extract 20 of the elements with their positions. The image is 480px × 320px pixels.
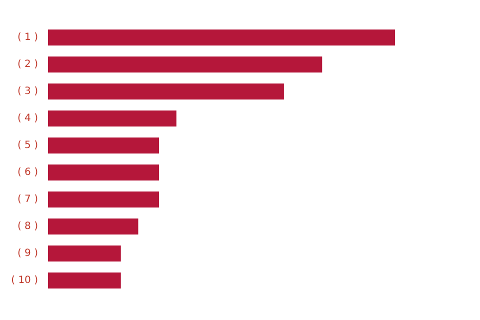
y-tick-label: ( 9 )	[17, 248, 38, 259]
y-tick-label: ( 4 )	[17, 113, 38, 124]
y-tick-label: ( 2 )	[17, 59, 38, 70]
bar	[48, 56, 322, 72]
y-tick-label: ( 6 )	[17, 167, 38, 178]
y-tick-label: ( 1 )	[17, 32, 38, 43]
bar	[48, 84, 284, 100]
bar	[48, 246, 121, 262]
bar	[48, 192, 160, 208]
bar	[48, 272, 121, 288]
bar	[48, 164, 160, 180]
bar	[48, 30, 395, 46]
y-tick-label: ( 7 )	[17, 194, 38, 205]
bar	[48, 138, 160, 154]
y-tick-label: ( 3 )	[17, 86, 38, 97]
bar	[48, 218, 138, 234]
y-tick-label: ( 8 )	[17, 221, 38, 232]
y-tick-label: ( 10 )	[11, 275, 38, 286]
y-tick-label: ( 5 )	[17, 140, 38, 151]
bar	[48, 110, 176, 126]
